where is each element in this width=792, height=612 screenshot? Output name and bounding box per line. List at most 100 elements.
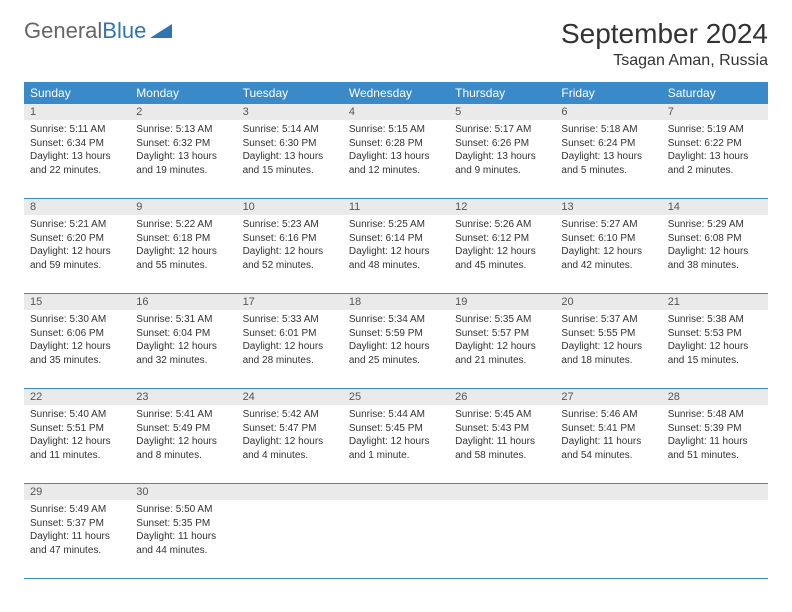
week-row: Sunrise: 5:21 AMSunset: 6:20 PMDaylight:… — [24, 215, 768, 294]
day-info: Sunrise: 5:29 AMSunset: 6:08 PMDaylight:… — [668, 218, 762, 272]
day-cell: Sunrise: 5:17 AMSunset: 6:26 PMDaylight:… — [449, 120, 555, 198]
day-number: 3 — [237, 104, 343, 120]
day-info: Sunrise: 5:42 AMSunset: 5:47 PMDaylight:… — [243, 408, 337, 462]
day-number: 6 — [555, 104, 661, 120]
day-number: 25 — [343, 389, 449, 405]
day-number: 23 — [130, 389, 236, 405]
day-cell: Sunrise: 5:19 AMSunset: 6:22 PMDaylight:… — [662, 120, 768, 198]
day-cell: Sunrise: 5:26 AMSunset: 6:12 PMDaylight:… — [449, 215, 555, 293]
day-number: 7 — [662, 104, 768, 120]
day-number: 5 — [449, 104, 555, 120]
title-block: September 2024 Tsagan Aman, Russia — [561, 18, 768, 70]
week-row: Sunrise: 5:40 AMSunset: 5:51 PMDaylight:… — [24, 405, 768, 484]
day-number: 4 — [343, 104, 449, 120]
day-cell — [662, 500, 768, 578]
day-info: Sunrise: 5:23 AMSunset: 6:16 PMDaylight:… — [243, 218, 337, 272]
day-number — [449, 484, 555, 500]
day-number: 28 — [662, 389, 768, 405]
day-cell: Sunrise: 5:22 AMSunset: 6:18 PMDaylight:… — [130, 215, 236, 293]
day-cell: Sunrise: 5:18 AMSunset: 6:24 PMDaylight:… — [555, 120, 661, 198]
day-info: Sunrise: 5:21 AMSunset: 6:20 PMDaylight:… — [30, 218, 124, 272]
day-info: Sunrise: 5:26 AMSunset: 6:12 PMDaylight:… — [455, 218, 549, 272]
day-info: Sunrise: 5:14 AMSunset: 6:30 PMDaylight:… — [243, 123, 337, 177]
day-info: Sunrise: 5:18 AMSunset: 6:24 PMDaylight:… — [561, 123, 655, 177]
day-number: 12 — [449, 199, 555, 215]
day-number: 15 — [24, 294, 130, 310]
day-info: Sunrise: 5:34 AMSunset: 5:59 PMDaylight:… — [349, 313, 443, 367]
day-cell: Sunrise: 5:37 AMSunset: 5:55 PMDaylight:… — [555, 310, 661, 388]
day-info: Sunrise: 5:19 AMSunset: 6:22 PMDaylight:… — [668, 123, 762, 177]
day-cell: Sunrise: 5:40 AMSunset: 5:51 PMDaylight:… — [24, 405, 130, 483]
day-number: 18 — [343, 294, 449, 310]
day-cell: Sunrise: 5:46 AMSunset: 5:41 PMDaylight:… — [555, 405, 661, 483]
day-info: Sunrise: 5:49 AMSunset: 5:37 PMDaylight:… — [30, 503, 124, 557]
day-number: 30 — [130, 484, 236, 500]
day-number: 22 — [24, 389, 130, 405]
day-number-row: 1234567 — [24, 104, 768, 120]
day-cell: Sunrise: 5:33 AMSunset: 6:01 PMDaylight:… — [237, 310, 343, 388]
day-number: 21 — [662, 294, 768, 310]
day-cell: Sunrise: 5:50 AMSunset: 5:35 PMDaylight:… — [130, 500, 236, 578]
triangle-icon — [150, 18, 172, 44]
day-cell: Sunrise: 5:29 AMSunset: 6:08 PMDaylight:… — [662, 215, 768, 293]
day-cell — [555, 500, 661, 578]
day-number: 13 — [555, 199, 661, 215]
day-number-row: 22232425262728 — [24, 389, 768, 405]
day-info: Sunrise: 5:41 AMSunset: 5:49 PMDaylight:… — [136, 408, 230, 462]
day-info: Sunrise: 5:38 AMSunset: 5:53 PMDaylight:… — [668, 313, 762, 367]
day-number: 14 — [662, 199, 768, 215]
weekday-header: Tuesday — [237, 82, 343, 104]
day-number — [237, 484, 343, 500]
day-number: 29 — [24, 484, 130, 500]
month-title: September 2024 — [561, 18, 768, 50]
day-info: Sunrise: 5:44 AMSunset: 5:45 PMDaylight:… — [349, 408, 443, 462]
day-cell: Sunrise: 5:27 AMSunset: 6:10 PMDaylight:… — [555, 215, 661, 293]
day-number: 26 — [449, 389, 555, 405]
day-number-row: 15161718192021 — [24, 294, 768, 310]
day-cell: Sunrise: 5:25 AMSunset: 6:14 PMDaylight:… — [343, 215, 449, 293]
day-cell: Sunrise: 5:31 AMSunset: 6:04 PMDaylight:… — [130, 310, 236, 388]
weekday-header-row: SundayMondayTuesdayWednesdayThursdayFrid… — [24, 82, 768, 104]
weekday-header: Friday — [555, 82, 661, 104]
day-number — [555, 484, 661, 500]
day-cell: Sunrise: 5:30 AMSunset: 6:06 PMDaylight:… — [24, 310, 130, 388]
weeks-container: 1234567Sunrise: 5:11 AMSunset: 6:34 PMDa… — [24, 104, 768, 579]
day-cell: Sunrise: 5:23 AMSunset: 6:16 PMDaylight:… — [237, 215, 343, 293]
day-info: Sunrise: 5:45 AMSunset: 5:43 PMDaylight:… — [455, 408, 549, 462]
day-cell: Sunrise: 5:21 AMSunset: 6:20 PMDaylight:… — [24, 215, 130, 293]
day-number — [662, 484, 768, 500]
week-row: Sunrise: 5:30 AMSunset: 6:06 PMDaylight:… — [24, 310, 768, 389]
logo-text-blue: Blue — [102, 18, 146, 44]
day-info: Sunrise: 5:35 AMSunset: 5:57 PMDaylight:… — [455, 313, 549, 367]
calendar: SundayMondayTuesdayWednesdayThursdayFrid… — [24, 82, 768, 579]
day-cell: Sunrise: 5:45 AMSunset: 5:43 PMDaylight:… — [449, 405, 555, 483]
day-info: Sunrise: 5:17 AMSunset: 6:26 PMDaylight:… — [455, 123, 549, 177]
header: GeneralBlue September 2024 Tsagan Aman, … — [24, 18, 768, 70]
day-info: Sunrise: 5:33 AMSunset: 6:01 PMDaylight:… — [243, 313, 337, 367]
day-number: 20 — [555, 294, 661, 310]
weekday-header: Monday — [130, 82, 236, 104]
day-number — [343, 484, 449, 500]
day-info: Sunrise: 5:25 AMSunset: 6:14 PMDaylight:… — [349, 218, 443, 272]
logo: GeneralBlue — [24, 18, 172, 44]
day-info: Sunrise: 5:30 AMSunset: 6:06 PMDaylight:… — [30, 313, 124, 367]
day-number: 17 — [237, 294, 343, 310]
day-cell: Sunrise: 5:44 AMSunset: 5:45 PMDaylight:… — [343, 405, 449, 483]
weekday-header: Wednesday — [343, 82, 449, 104]
weekday-header: Saturday — [662, 82, 768, 104]
day-cell: Sunrise: 5:11 AMSunset: 6:34 PMDaylight:… — [24, 120, 130, 198]
day-number: 19 — [449, 294, 555, 310]
day-info: Sunrise: 5:37 AMSunset: 5:55 PMDaylight:… — [561, 313, 655, 367]
day-cell: Sunrise: 5:49 AMSunset: 5:37 PMDaylight:… — [24, 500, 130, 578]
day-cell: Sunrise: 5:34 AMSunset: 5:59 PMDaylight:… — [343, 310, 449, 388]
day-info: Sunrise: 5:22 AMSunset: 6:18 PMDaylight:… — [136, 218, 230, 272]
day-cell — [237, 500, 343, 578]
day-number: 2 — [130, 104, 236, 120]
logo-text-general: General — [24, 18, 102, 44]
day-number: 24 — [237, 389, 343, 405]
day-info: Sunrise: 5:11 AMSunset: 6:34 PMDaylight:… — [30, 123, 124, 177]
day-info: Sunrise: 5:46 AMSunset: 5:41 PMDaylight:… — [561, 408, 655, 462]
day-number-row: 2930 — [24, 484, 768, 500]
day-cell: Sunrise: 5:38 AMSunset: 5:53 PMDaylight:… — [662, 310, 768, 388]
week-row: Sunrise: 5:11 AMSunset: 6:34 PMDaylight:… — [24, 120, 768, 199]
